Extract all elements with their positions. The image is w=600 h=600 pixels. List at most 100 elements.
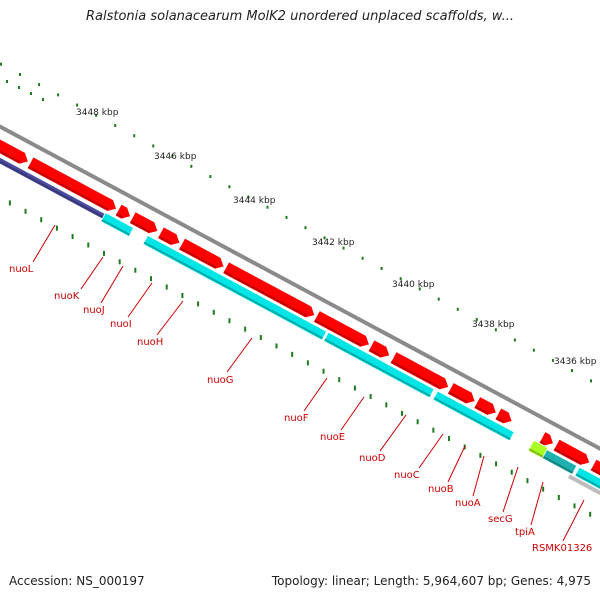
ruler-tick xyxy=(494,328,497,332)
gene-label-nuoJ[interactable]: nuoJ xyxy=(83,305,105,316)
gene-arrow[interactable] xyxy=(389,351,450,391)
label-leader-line xyxy=(472,455,485,497)
ruler-tick xyxy=(38,83,41,87)
inner-tick xyxy=(369,393,372,399)
gene-label-nuoG[interactable]: nuoG xyxy=(207,375,234,386)
gene-label-nuoB[interactable]: nuoB xyxy=(428,484,454,495)
gene-arrow[interactable] xyxy=(538,431,555,447)
ruler-tick xyxy=(342,246,345,250)
gene-arrow[interactable] xyxy=(589,458,600,477)
feature-shadow xyxy=(495,416,505,423)
feature-shadow xyxy=(528,448,544,458)
gene-arrow[interactable] xyxy=(552,438,591,466)
gene-arrow[interactable] xyxy=(312,310,370,348)
strand-line xyxy=(567,474,600,495)
gene-label-nuoL[interactable]: nuoL xyxy=(9,264,34,275)
feature-shadow xyxy=(575,473,600,489)
ruler-tick xyxy=(30,92,32,95)
inner-tick xyxy=(118,259,121,265)
feature-tracks[interactable] xyxy=(0,118,600,495)
gene-label-nuoA[interactable]: nuoA xyxy=(455,498,481,509)
gene-arrow[interactable] xyxy=(128,211,159,235)
gene-label-nuoK[interactable]: nuoK xyxy=(54,291,80,302)
ruler-tick xyxy=(323,236,326,240)
gene-arrow[interactable] xyxy=(494,407,513,425)
ruler-tick-label: 3440 kbp xyxy=(392,280,435,290)
ruler-tick xyxy=(589,379,592,383)
inner-tick xyxy=(557,494,560,500)
ruler-tick xyxy=(418,287,421,291)
inner-tick xyxy=(589,511,592,517)
rna-feature[interactable] xyxy=(527,439,549,459)
feature-bar[interactable] xyxy=(0,156,106,220)
inner-tick xyxy=(338,377,341,383)
feature-shadow xyxy=(157,235,173,245)
ruler-tick-label: 3438 kbp xyxy=(472,320,515,330)
label-leader-line xyxy=(418,433,444,469)
gene-arrow[interactable] xyxy=(156,226,181,246)
gene-label-nuoD[interactable]: nuoD xyxy=(359,453,386,464)
ruler-tick xyxy=(475,318,478,322)
label-leader-line xyxy=(447,445,466,483)
gene-label-nuoI[interactable]: nuoI xyxy=(110,319,132,330)
cds-bar[interactable] xyxy=(574,466,600,490)
gene-label-nuoE[interactable]: nuoE xyxy=(320,432,345,443)
inner-tick xyxy=(385,402,388,408)
feature-shadow xyxy=(390,360,441,389)
gene-label-nuoF[interactable]: nuoF xyxy=(284,413,309,424)
gene-arrow[interactable] xyxy=(367,339,391,359)
label-leaders xyxy=(32,224,585,542)
gene-arrow[interactable] xyxy=(178,237,225,270)
gene-label-tpiA[interactable]: tpiA xyxy=(515,527,535,538)
inner-tick xyxy=(87,242,90,248)
feature-shadow xyxy=(0,150,21,164)
feature-shadow xyxy=(474,405,489,415)
cds-bar[interactable] xyxy=(323,331,435,399)
inner-tick xyxy=(165,284,168,290)
ruler-tick xyxy=(532,348,535,352)
ruler-tick xyxy=(551,358,554,362)
inner-tick xyxy=(322,368,325,374)
inner-tick xyxy=(24,208,27,214)
gene-label-RSMK01326[interactable]: RSMK01326 xyxy=(532,543,592,554)
gene-arrow[interactable] xyxy=(114,203,132,220)
label-leader-line xyxy=(502,466,519,513)
inner-tick xyxy=(244,326,247,332)
ruler-tick xyxy=(285,215,288,219)
ruler-tick-label: 3442 kbp xyxy=(312,238,355,248)
cds-bar[interactable] xyxy=(432,390,515,442)
feature-shadow xyxy=(179,247,217,269)
inner-tick xyxy=(495,461,498,467)
gene-arrow[interactable] xyxy=(0,118,29,165)
label-leader-line xyxy=(340,396,365,431)
ruler-tick xyxy=(437,297,440,301)
gene-label-secG[interactable]: secG xyxy=(488,514,513,525)
feature-shadow xyxy=(101,218,131,236)
gene-arrow[interactable] xyxy=(26,156,118,212)
ruler-tick xyxy=(266,205,269,209)
gene-arrow[interactable] xyxy=(446,381,476,405)
cds-bar[interactable] xyxy=(142,234,328,341)
gene-arrow[interactable] xyxy=(222,261,316,319)
ruler-tick xyxy=(456,307,459,311)
gene-label-nuoH[interactable]: nuoH xyxy=(137,337,163,348)
genome-summary-text: Topology: linear; Length: 5,964,607 bp; … xyxy=(271,574,591,588)
feature-shadow xyxy=(223,270,307,317)
inner-tick xyxy=(573,503,576,509)
inner-tick xyxy=(291,351,294,357)
gene-label-nuoC[interactable]: nuoC xyxy=(394,470,420,481)
label-leader-line xyxy=(80,256,104,290)
ruler-tick xyxy=(152,144,155,148)
feature-shadow xyxy=(539,440,546,446)
inner-tick xyxy=(150,276,153,282)
feature-shadow xyxy=(313,319,362,347)
ruler-tick xyxy=(228,185,231,189)
gene-arrow[interactable] xyxy=(473,396,497,416)
ruler-tick xyxy=(513,338,516,342)
feature-shadow xyxy=(0,160,104,218)
inner-tick xyxy=(134,267,137,273)
inner-tick xyxy=(55,225,58,231)
feature-shadow xyxy=(368,348,382,358)
